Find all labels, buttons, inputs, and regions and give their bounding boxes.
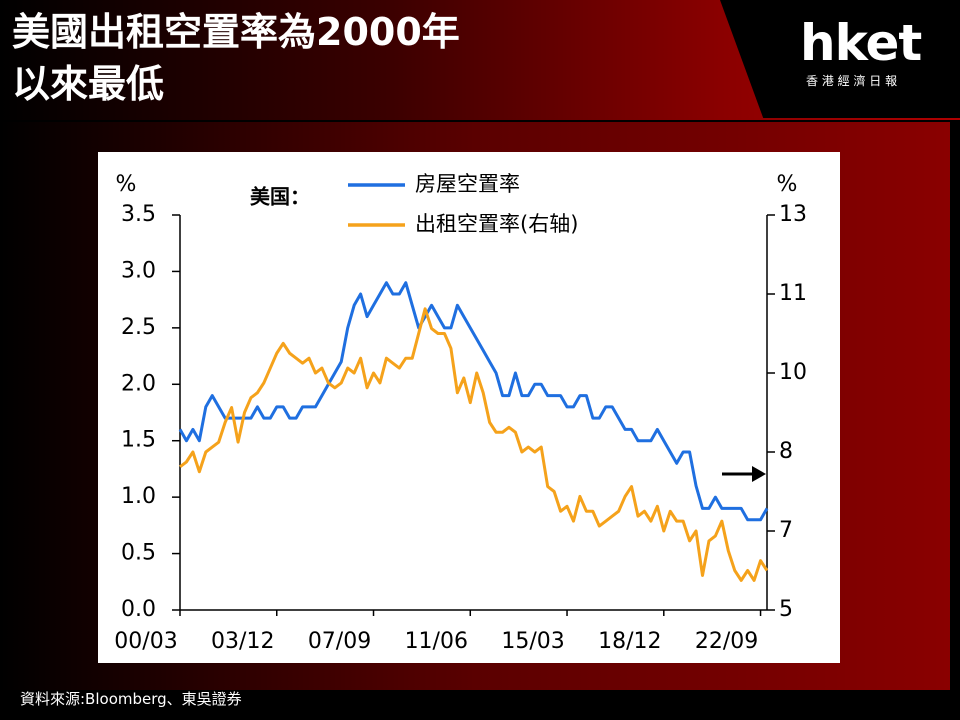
logo: hket — [800, 14, 922, 72]
y2-tick-label: 5 — [779, 597, 793, 622]
title: 美國出租空置率為2000年 以來最低 — [12, 6, 460, 110]
x-tick-label: 18/12 — [598, 629, 661, 654]
y-tick-label: 2.0 — [121, 371, 156, 396]
data-line — [179, 307, 769, 582]
y2-tick-label: 13 — [779, 202, 807, 227]
x-tick-label: 00/03 — [114, 629, 177, 654]
y-tick-label: 0.0 — [121, 597, 156, 622]
x-tick-label: 15/03 — [501, 629, 564, 654]
x-tick-label: 07/09 — [308, 629, 371, 654]
x-tick-label: 22/09 — [695, 629, 758, 654]
y-tick-label: 3.0 — [121, 258, 156, 283]
logo-box — [720, 0, 960, 118]
data-line — [178, 281, 769, 522]
title-line: 美國出租空置率為2000年 — [12, 10, 460, 54]
y2-tick-label: 10 — [779, 360, 807, 385]
x-tick-label: 03/12 — [211, 629, 274, 654]
y-tick-label: 0.5 — [121, 541, 156, 566]
y-tick-label: 1.5 — [121, 428, 156, 453]
arrow-head — [752, 466, 766, 482]
legend-label: 房屋空置率 — [415, 172, 520, 196]
y-unit: % — [116, 172, 137, 197]
legend-label: 出租空置率(右轴) — [415, 212, 578, 236]
y2-tick-label: 8 — [779, 439, 793, 464]
y2-tick-label: 7 — [779, 518, 793, 543]
title-line: 以來最低 — [12, 62, 165, 106]
y2-unit: % — [777, 172, 798, 197]
chart-panel — [98, 152, 840, 663]
y-tick-label: 3.5 — [121, 202, 156, 227]
x-tick-label: 11/06 — [405, 629, 468, 654]
y-tick-label: 1.0 — [121, 484, 156, 509]
y2-tick-label: 11 — [779, 281, 807, 306]
legend-title: 美国： — [250, 185, 310, 209]
logo-subtitle: 香 港 經 濟 日 報 — [806, 74, 898, 88]
y-tick-label: 2.5 — [121, 315, 156, 340]
source: 資料來源:Bloomberg、東吳證券 — [20, 690, 242, 708]
